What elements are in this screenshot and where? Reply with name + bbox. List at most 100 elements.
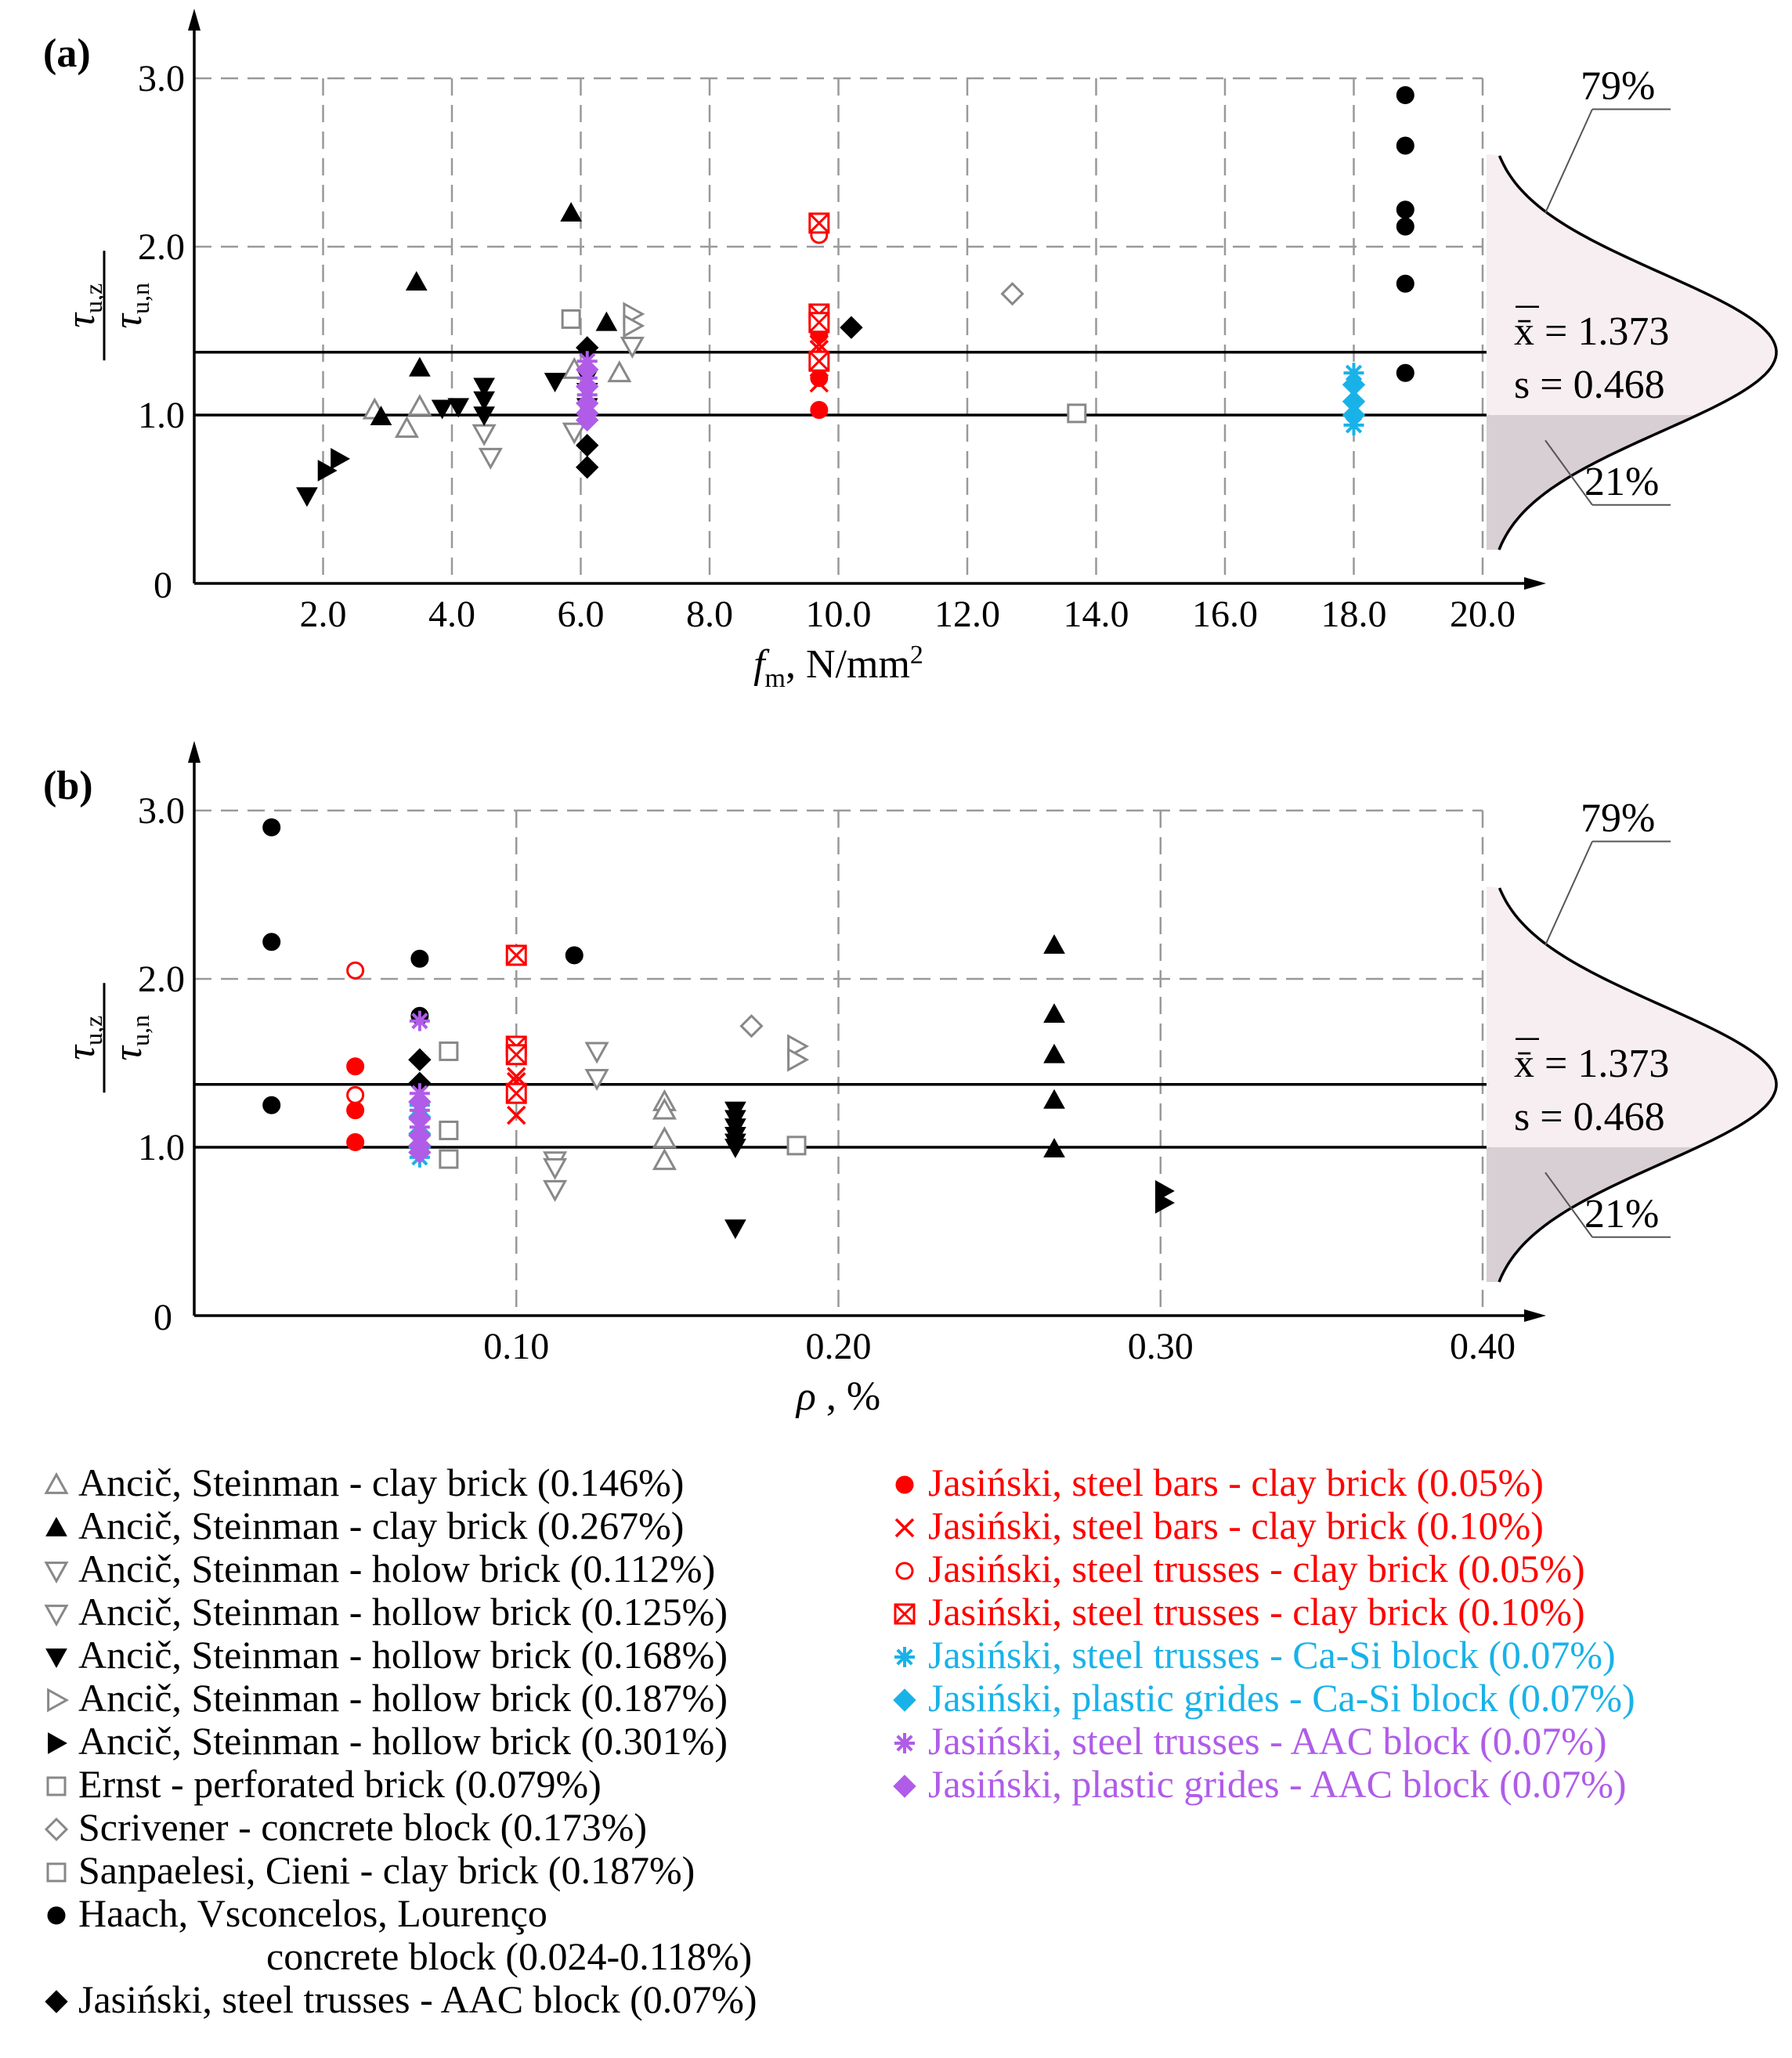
x-tick-label: 0.10 xyxy=(483,1326,549,1367)
legend-label: Ancič, Steinman - clay brick (0.146%) xyxy=(78,1460,684,1504)
upper-area-shade xyxy=(1487,886,1776,1147)
legend-marker-s18 xyxy=(893,1688,916,1712)
legend-marker-s19 xyxy=(894,1733,915,1753)
data-point-s2 xyxy=(409,356,431,377)
x-tick-label: 18.0 xyxy=(1321,594,1387,635)
data-point-s15 xyxy=(346,1085,365,1104)
panel-label: (a) xyxy=(43,31,91,76)
data-point-s11 xyxy=(1396,217,1414,236)
legend-label: Jasiński, steel trusses - clay brick (0.… xyxy=(928,1590,1585,1634)
distribution: 79% 21% x̄ = 1.373 s = 0.468 xyxy=(1487,796,1778,1283)
data-point-s1 xyxy=(407,394,432,417)
leader-21 xyxy=(1545,1172,1593,1238)
legend-label: Jasiński, steel trusses - clay brick (0.… xyxy=(928,1547,1585,1590)
legend-label: Jasiński, steel trusses - AAC block (0.0… xyxy=(78,1977,757,2021)
data-point-s3 xyxy=(471,424,497,446)
data-point-s5 xyxy=(473,406,495,427)
data-point-s11 xyxy=(1396,136,1414,155)
data-point-s8 xyxy=(439,1149,459,1169)
x-tick-label: 0.40 xyxy=(1450,1326,1516,1367)
data-point-s15 xyxy=(346,961,365,980)
legend-marker-s3 xyxy=(44,1562,69,1584)
data-point-s14 xyxy=(809,373,829,393)
data-point-s14 xyxy=(809,334,829,354)
data-point-s2 xyxy=(1043,933,1065,954)
data-point-s5 xyxy=(473,391,495,411)
legend-marker-s20 xyxy=(893,1775,916,1798)
x-tick-label: 2.0 xyxy=(300,594,347,635)
y-tick-label: 1.0 xyxy=(138,1127,185,1168)
y-tick-label: 1.0 xyxy=(138,395,185,436)
data-point-s16 xyxy=(505,1044,527,1066)
legend-marker-s10 xyxy=(46,1862,67,1883)
data-point-s6 xyxy=(787,1047,810,1072)
data-point-s9 xyxy=(739,1014,764,1038)
x-axis-arrow xyxy=(1524,577,1546,590)
x-tick-label: 6.0 xyxy=(558,594,605,635)
y-label-numerator: τu,z xyxy=(59,1016,107,1060)
data-point-s5 xyxy=(447,398,470,418)
legend-label: Ancič, Steinman - hollow brick (0.187%) xyxy=(78,1676,728,1720)
y-label-denominator: τu,n xyxy=(106,283,154,329)
data-point-s3 xyxy=(543,1157,568,1180)
data-point-s4 xyxy=(584,1042,609,1064)
data-point-s13 xyxy=(346,1057,365,1076)
x-axis-label: fm, N/mm2 xyxy=(753,641,923,693)
lower-area-shade xyxy=(1487,415,1698,550)
panel-a: 79% 21% x̄ = 1.373 s = 0.468 0 1.0 2.0 3.0 2.0 4.… xyxy=(43,9,1778,693)
legend-marker-s4 xyxy=(44,1605,69,1627)
x-tick-label: 12.0 xyxy=(934,594,1000,635)
legend: Ancič, Steinman - clay brick (0.146%) Anc… xyxy=(44,1460,1635,2021)
data-point-s2 xyxy=(370,406,392,426)
data-point-s1 xyxy=(652,1126,677,1149)
y-label-denominator: τu,n xyxy=(106,1015,154,1061)
axes: 0 1.0 2.0 3.0 0.10 0.20 0.30 0.40 xyxy=(138,741,1546,1367)
y-tick-label: 3.0 xyxy=(138,790,185,832)
data-point-s5 xyxy=(296,487,318,507)
data-point-s16 xyxy=(808,312,830,334)
data-point-s3 xyxy=(562,422,587,445)
data-point-s10 xyxy=(786,1136,807,1156)
y-tick-label: 2.0 xyxy=(138,959,185,1000)
legend-marker-s5 xyxy=(45,1648,67,1669)
label-79-percent: 79% xyxy=(1581,796,1655,841)
data-point-s9 xyxy=(1000,282,1024,306)
data-point-s11 xyxy=(1396,274,1414,293)
data-point-s16 xyxy=(505,944,527,966)
normal-curve xyxy=(1498,155,1778,551)
legend-marker-s16 xyxy=(894,1603,916,1625)
legend-label: Ancič, Steinman - hollow brick (0.125%) xyxy=(78,1590,728,1634)
data-point-s3 xyxy=(543,1179,568,1202)
data-point-s11 xyxy=(1396,363,1414,382)
legend-marker-s13 xyxy=(895,1475,914,1494)
x-tick-label: 0.20 xyxy=(806,1326,872,1367)
x-tick-label: 0.30 xyxy=(1128,1326,1194,1367)
data-point-s8 xyxy=(439,1121,459,1140)
data-point-s8 xyxy=(561,309,581,329)
data-point-s13 xyxy=(346,1101,365,1120)
y-tick-label: 0 xyxy=(154,565,172,606)
grid xyxy=(194,77,1484,583)
legend-label: Jasiński, steel bars - clay brick (0.05%… xyxy=(928,1460,1544,1504)
data-point-s11 xyxy=(1396,86,1414,104)
legend-marker-s6 xyxy=(47,1688,70,1713)
legend-label: Jasiński, plastic grides - Ca-Si block (… xyxy=(928,1676,1635,1720)
panel-label: (b) xyxy=(43,764,93,808)
x-tick-label: 4.0 xyxy=(428,594,475,635)
data-point-s2 xyxy=(1043,1089,1065,1109)
data-point-s5 xyxy=(431,399,453,420)
x-axis-label: ρ , % xyxy=(795,1374,880,1419)
data-point-s11 xyxy=(262,818,281,836)
data-point-s13 xyxy=(346,1133,365,1152)
label-21-percent: 21% xyxy=(1584,1192,1659,1237)
upper-area-shade xyxy=(1487,153,1776,415)
data-point-s5 xyxy=(473,377,495,398)
data-point-s7 xyxy=(1154,1192,1175,1214)
data-point-s12 xyxy=(840,316,863,339)
data-point-s5 xyxy=(724,1139,746,1159)
data-point-s5 xyxy=(724,1219,746,1240)
legend-label: Jasiński, steel bars - clay brick (0.10%… xyxy=(928,1504,1544,1547)
leader-21 xyxy=(1545,439,1593,506)
data-point-s13 xyxy=(810,401,829,420)
